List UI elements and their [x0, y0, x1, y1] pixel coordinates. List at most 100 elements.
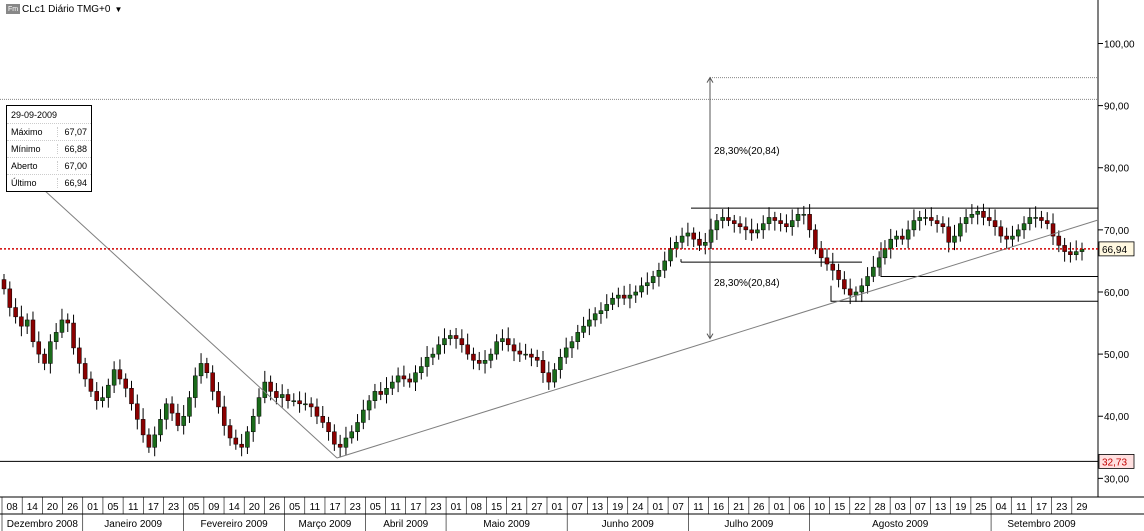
last-price-label: 66,94 — [1102, 245, 1127, 256]
x-day-label: 07 — [915, 502, 927, 513]
candle-body-down — [743, 226, 749, 231]
x-day-label: 27 — [531, 502, 543, 513]
candle — [604, 294, 610, 319]
candle — [934, 214, 940, 233]
candle-body-up — [245, 431, 250, 448]
info-label: Máximo — [11, 127, 43, 137]
candle — [476, 351, 482, 371]
candle — [36, 331, 42, 364]
candle-body-up — [975, 210, 980, 215]
x-day-label: 01 — [774, 502, 786, 513]
candle-body-down — [216, 391, 221, 408]
candle — [123, 373, 128, 398]
candle-body-down — [818, 248, 824, 259]
candle-body-up — [48, 341, 53, 364]
candle-body-down — [830, 263, 836, 271]
candle-body-up — [795, 214, 801, 221]
candle — [42, 348, 47, 371]
candle — [726, 207, 731, 227]
candle-body-up — [645, 282, 650, 287]
y-tick-label: 70,00 — [1104, 226, 1129, 237]
candle — [523, 343, 528, 360]
candle-body-up — [853, 291, 859, 296]
candle — [245, 426, 250, 455]
candle-body-down — [847, 288, 853, 296]
candle — [285, 388, 291, 409]
x-day-label: 11 — [128, 502, 139, 513]
candle — [737, 216, 743, 234]
candle — [505, 327, 511, 352]
candle-body-up — [969, 214, 975, 218]
candle — [1062, 237, 1067, 262]
candle-body-up — [882, 248, 888, 259]
candle-body-up — [436, 344, 441, 355]
candle-body-down — [940, 223, 946, 228]
candle — [621, 285, 627, 305]
candle-body-down — [314, 406, 320, 417]
candle — [876, 251, 882, 277]
candle — [627, 283, 633, 309]
candle-body-up — [760, 223, 766, 231]
candle — [981, 203, 986, 226]
chevron-down-icon[interactable]: ▼ — [114, 4, 123, 14]
candle-body-up — [390, 381, 395, 389]
candle — [372, 383, 378, 409]
low-price-label: 32,73 — [1102, 457, 1127, 468]
candle — [1027, 208, 1033, 231]
candle-body-up — [24, 319, 30, 327]
candle — [639, 277, 644, 298]
candle — [24, 313, 30, 334]
candle — [100, 386, 105, 408]
candle — [448, 329, 453, 346]
candle-body-up — [876, 257, 882, 268]
candle-body-down — [471, 353, 476, 361]
x-day-label: 25 — [975, 502, 987, 513]
candle — [529, 348, 534, 367]
candle — [430, 347, 436, 366]
candle-body-up — [865, 276, 870, 287]
candle-body-down — [19, 316, 24, 327]
candle-body-up — [552, 369, 557, 383]
candle-body-up — [894, 235, 899, 240]
x-day-label: 08 — [7, 502, 19, 513]
candle-body-down — [784, 223, 789, 228]
candle — [940, 216, 946, 234]
candle-body-up — [905, 229, 911, 240]
candle — [297, 391, 302, 413]
candle — [71, 314, 76, 355]
candle-body-up — [587, 319, 592, 327]
candle-body-up — [430, 353, 436, 358]
candle — [169, 396, 175, 421]
info-row-low: Mínimo 66,88 — [7, 141, 91, 158]
candle-body-down — [7, 288, 13, 308]
candle-body-down — [129, 388, 134, 405]
candle — [1056, 230, 1062, 253]
candle-body-up — [639, 285, 644, 293]
x-day-label: 14 — [27, 502, 39, 513]
x-day-label: 11 — [310, 502, 321, 513]
candle-body-down — [836, 269, 841, 280]
candle-body-down — [778, 220, 783, 224]
candle-body-up — [53, 332, 59, 342]
candle-body-down — [529, 353, 534, 358]
candle-body-down — [540, 360, 546, 374]
candle — [749, 218, 754, 241]
candle — [1079, 242, 1085, 261]
support-box-lower — [830, 285, 1098, 302]
candle — [888, 228, 893, 259]
candle-body-up — [1027, 217, 1033, 224]
candle — [575, 324, 581, 350]
candle-body-down — [274, 391, 279, 398]
x-day-label: 26 — [753, 502, 765, 513]
candle — [836, 263, 841, 288]
candle-body-up — [801, 214, 807, 216]
chart-title[interactable]: CLc1 Diário TMG+0 — [22, 3, 111, 15]
info-row-open: Aberto 67,00 — [7, 158, 91, 175]
candle-body-up — [923, 217, 928, 219]
candle-body-down — [992, 220, 998, 228]
candle — [227, 419, 233, 446]
candle — [818, 241, 824, 267]
candle — [900, 228, 905, 245]
chart-title-bar[interactable]: Fm CLc1 Diário TMG+0 ▼ — [0, 0, 122, 18]
